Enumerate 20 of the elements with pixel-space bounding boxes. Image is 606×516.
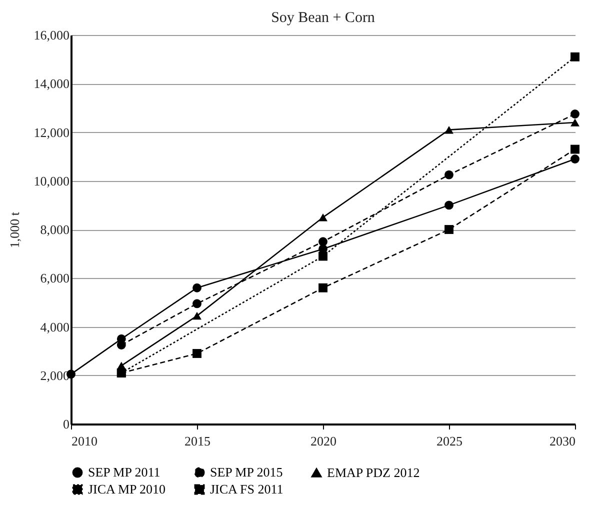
legend-label: EMAP PDZ 2012 [327, 464, 420, 480]
y-tick-label: 0 [63, 416, 70, 432]
x-tick-label: 2020 [310, 434, 336, 448]
y-tick-label: 4,000 [40, 319, 70, 334]
legend-label: SEP MP 2011 [88, 464, 160, 480]
y-axis-title: 1,000 t [6, 212, 22, 248]
chart-title: Soy Bean + Corn [271, 10, 376, 26]
y-tick-label: 12,000 [34, 124, 70, 140]
y-tick-label: 16,000 [34, 28, 70, 42]
y-tick-label: 10,000 [34, 173, 70, 188]
y-tick-label: 8,000 [40, 222, 70, 237]
legend-label: JICA MP 2010 [88, 482, 166, 496]
x-tick-label: 2015 [184, 434, 210, 448]
x-tick-label: 2010 [72, 434, 98, 448]
y-tick-label: 6,000 [40, 270, 70, 286]
x-tick-label: 2030 [550, 434, 576, 448]
x-tick-label: 2025 [436, 434, 462, 448]
legend-label: JICA FS 2011 [210, 482, 284, 496]
y-tick-label: 14,000 [34, 76, 70, 92]
legend-label: SEP MP 2015 [210, 464, 283, 480]
